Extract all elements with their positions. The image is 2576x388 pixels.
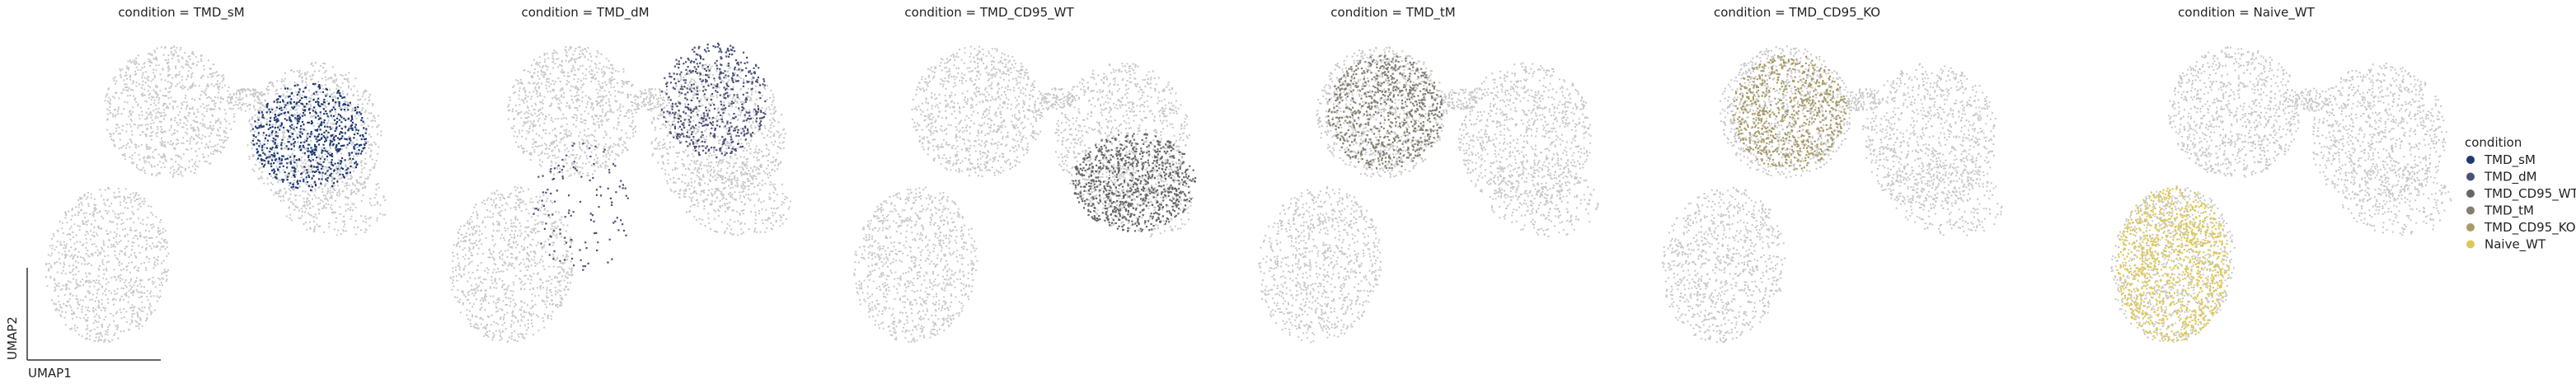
panel-title: condition = TMD_sM [118,5,244,21]
legend-label: TMD_dM [2484,170,2537,185]
facet-panel-tmd-tm: condition = TMD_tM [1258,5,1599,344]
highlighted-cells-tmd-cd95-ko [1732,55,1848,171]
facet-panel-tmd-dm: condition = TMD_dM [449,5,791,343]
facet-panel-tmd-cd95-wt: condition = TMD_CD95_WT [853,5,1197,343]
legend-entry-tmd-dm: TMD_dM [2466,170,2537,185]
legend-label: TMD_CD95_KO [2484,220,2576,236]
background-cells [2110,46,2452,344]
highlighted-cells-tmd-sm [251,82,368,191]
legend-marker [2466,206,2475,215]
legend: condition TMD_sM TMD_dMTMD_CD95_WTTMD_tMT… [2465,135,2576,253]
legend-label: Naive_WT [2485,237,2546,253]
y-axis-label: UMAP2 [5,316,20,360]
legend-marker [2466,223,2475,231]
legend-marker [2466,172,2475,181]
highlighted-cells-tmd-cd95-wt [1072,133,1197,232]
background-cells [1661,45,2003,344]
legend-entries: TMD_sM TMD_dMTMD_CD95_WTTMD_tMTMD_CD95_KO… [2466,152,2576,253]
legend-entry-tmd-tm: TMD_tM [2466,203,2534,219]
highlighted-cells-naive-wt [2116,185,2230,342]
legend-entry-tmd-cd95-ko: TMD_CD95_KO [2466,220,2576,236]
legend-marker [2466,240,2475,249]
legend-entry-tmd-sm: TMD_sM [2466,152,2536,168]
panel-title: condition = TMD_dM [521,5,649,21]
legend-marker [2466,189,2475,198]
legend-entry-naive-wt: Naive_WT [2466,237,2546,253]
facet-panels: condition = TMD_sM condition = TMD_dM cond… [45,5,2452,344]
background-cells [449,46,791,343]
panel-title: condition = TMD_CD95_KO [1714,5,1880,21]
panel-title: condition = TMD_tM [1330,5,1455,21]
legend-label: TMD_CD95_WT [2484,186,2576,202]
background-cells [1258,46,1599,344]
legend-label: TMD_sM [2484,152,2536,168]
background-cells [45,45,387,344]
background-cells [853,45,1194,343]
legend-title: condition [2465,135,2522,150]
highlighted-cells-tmd-tm [1327,54,1443,170]
legend-label: TMD_tM [2484,203,2534,219]
legend-entry-tmd-cd95-wt: TMD_CD95_WT [2466,186,2576,202]
panel-title: condition = TMD_CD95_WT [904,5,1074,21]
highlighted-cells-tmd-dm [533,42,767,271]
panel-title: condition = Naive_WT [2178,5,2315,21]
x-axis-label: UMAP1 [28,366,72,381]
facet-panel-naive-wt: condition = Naive_WT [2110,5,2452,344]
umap-axis-indicator: UMAP1 UMAP2 [5,268,161,381]
legend-marker [2466,156,2475,164]
facet-panel-tmd-sm: condition = TMD_sM [45,5,387,344]
facet-panel-tmd-cd95-ko: condition = TMD_CD95_KO [1661,5,2003,344]
